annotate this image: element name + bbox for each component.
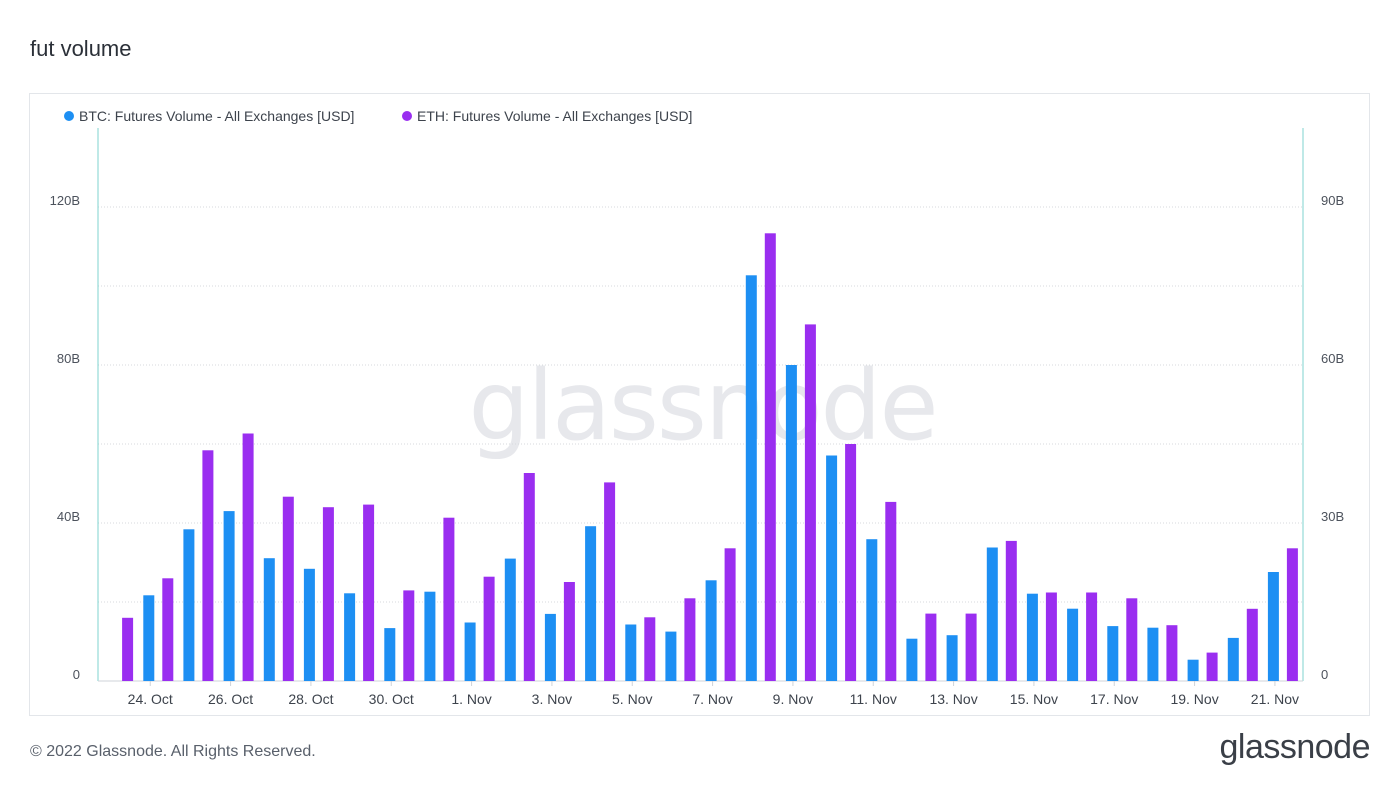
btc-bar[interactable] [1227,637,1239,681]
btc-bar[interactable] [665,631,677,681]
eth-bar[interactable] [1206,652,1218,681]
x-tick-label: 28. Oct [288,691,333,707]
btc-bar[interactable] [344,593,356,681]
btc-bar[interactable] [826,455,838,682]
btc-bar[interactable] [143,595,155,681]
eth-bar[interactable] [1286,548,1298,681]
eth-bar[interactable] [122,617,134,681]
btc-bar[interactable] [986,547,998,682]
btc-bar[interactable] [464,622,476,682]
x-tick-label: 9. Nov [773,691,813,707]
left-y-tick-label: 0 [73,667,80,682]
right-y-tick-label: 90B [1321,193,1344,208]
eth-bar[interactable] [443,517,455,681]
right-y-tick-label: 0 [1321,667,1328,682]
x-tick-label: 19. Nov [1170,691,1218,707]
btc-bar[interactable] [585,526,597,681]
eth-bar[interactable] [202,450,214,681]
eth-bar[interactable] [1246,608,1258,681]
x-tick-label: 11. Nov [850,691,897,707]
btc-bar[interactable] [424,591,436,681]
left-y-tick-label: 40B [57,509,80,524]
right-y-tick-label: 30B [1321,509,1344,524]
x-tick-label: 24. Oct [128,691,173,707]
page-title: fut volume [30,36,132,61]
eth-legend-marker[interactable] [402,111,412,121]
glassnode-logo[interactable]: glassnode [1219,728,1370,766]
btc-bar[interactable] [705,580,717,681]
eth-bar[interactable] [563,582,575,681]
btc-bar[interactable] [745,275,757,681]
eth-bar[interactable] [965,613,977,681]
eth-bar[interactable] [804,324,816,681]
x-tick-label: 30. Oct [369,691,414,707]
eth-bar[interactable] [644,617,656,681]
x-tick-label: 13. Nov [929,691,977,707]
btc-bar[interactable] [504,558,516,681]
eth-bar[interactable] [845,444,857,681]
btc-bar[interactable] [544,613,556,681]
x-tick-label: 26. Oct [208,691,253,707]
btc-bar[interactable] [1067,608,1079,681]
chart-svg: glassnode 0 40B 80B 120B 0 30B 60B 90B 24. Oct 26.… [50,108,1345,707]
eth-bar[interactable] [1045,592,1057,682]
x-tick-label: 3. Nov [532,691,572,707]
eth-bar[interactable] [242,433,254,682]
btc-bar[interactable] [183,529,195,681]
eth-bar[interactable] [322,507,334,681]
eth-bar[interactable] [1086,592,1098,682]
btc-legend-marker[interactable] [64,111,74,121]
copyright-text: © 2022 Glassnode. All Rights Reserved. [30,743,316,760]
x-tick-label: 17. Nov [1090,691,1138,707]
eth-bar[interactable] [885,501,897,681]
btc-bar[interactable] [906,638,918,681]
eth-bar[interactable] [684,598,696,681]
x-tick-label: 7. Nov [692,691,732,707]
eth-bar[interactable] [925,613,937,681]
chart-container: glassnode 0 40B 80B 120B 0 30B 60B 90B 24. Oct 26.… [29,93,1370,716]
x-tick-label: 1. Nov [451,691,491,707]
eth-bar[interactable] [483,576,495,681]
btc-bar[interactable] [303,568,315,681]
btc-bar[interactable] [866,539,878,681]
btc-bar[interactable] [384,628,396,681]
eth-bar[interactable] [1005,540,1017,681]
btc-bar[interactable] [785,365,797,681]
btc-bar[interactable] [946,635,958,681]
btc-bar[interactable] [1107,626,1119,681]
watermark-text: glassnode [468,350,936,462]
eth-bar[interactable] [523,473,535,681]
x-tick-label: 21. Nov [1251,691,1299,707]
eth-bar[interactable] [604,482,616,681]
eth-bar[interactable] [764,233,776,682]
btc-legend-label[interactable]: BTC: Futures Volume - All Exchanges [USD… [79,108,354,124]
right-y-tick-label: 60B [1321,351,1344,366]
btc-bar[interactable] [1267,572,1279,681]
eth-bar[interactable] [282,496,294,681]
eth-bar[interactable] [403,590,415,681]
left-y-tick-label: 80B [57,351,80,366]
eth-bar[interactable] [724,548,736,681]
x-tick-label: 5. Nov [612,691,652,707]
left-y-tick-label: 120B [50,193,80,208]
x-tick-label: 15. Nov [1010,691,1058,707]
eth-bar[interactable] [162,578,174,681]
eth-bar[interactable] [363,504,375,681]
eth-bar[interactable] [1166,625,1178,681]
eth-bar[interactable] [1126,598,1138,681]
btc-bar[interactable] [625,624,637,682]
btc-bar[interactable] [1026,593,1038,681]
btc-bar[interactable] [1187,659,1199,681]
btc-bar[interactable] [1147,627,1159,681]
btc-bar[interactable] [263,558,275,681]
btc-bar[interactable] [223,511,235,681]
eth-legend-label[interactable]: ETH: Futures Volume - All Exchanges [USD… [417,108,692,124]
